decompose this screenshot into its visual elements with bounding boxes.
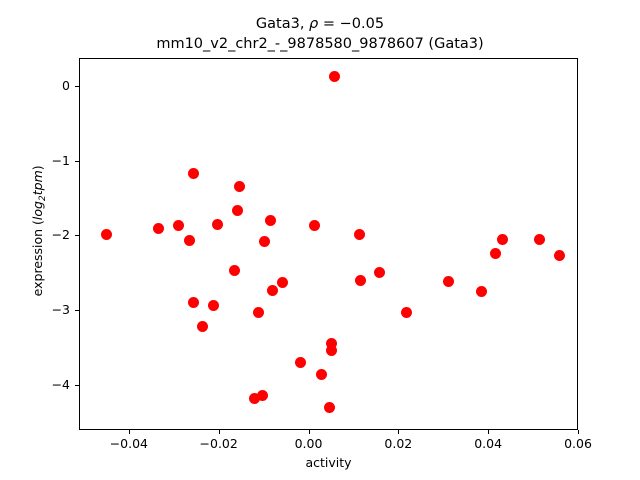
y-axis-label-prefix: expression (: [30, 220, 46, 297]
data-point: [354, 275, 366, 287]
plot-data-area: [80, 59, 577, 429]
data-point: [253, 307, 265, 319]
title-rho-value: = −0.05: [318, 16, 385, 32]
x-tick-mark: [128, 430, 130, 434]
chart-title: Gata3, ρ = −0.05 mm10_v2_chr2_-_9878580_…: [0, 14, 640, 54]
x-tick-label: 0.06: [564, 436, 592, 451]
y-tick-mark: [75, 310, 79, 312]
data-point: [232, 204, 244, 216]
data-point: [329, 71, 341, 83]
x-tick-mark: [398, 430, 400, 434]
data-point: [173, 220, 185, 232]
data-point: [188, 296, 200, 308]
data-point: [353, 228, 365, 240]
data-point: [308, 220, 320, 232]
data-point: [257, 390, 269, 402]
data-point: [316, 369, 328, 381]
data-point: [184, 235, 196, 247]
data-point: [249, 393, 261, 405]
data-point: [267, 284, 279, 296]
data-point: [153, 222, 165, 234]
title-rho-symbol: ρ: [309, 16, 319, 32]
data-point: [264, 215, 276, 227]
data-point: [326, 337, 338, 349]
data-point: [374, 266, 386, 278]
y-tick-label: 0: [62, 77, 70, 93]
data-point: [229, 264, 240, 276]
data-point: [533, 233, 545, 245]
data-point: [553, 250, 565, 262]
x-tick-mark: [578, 430, 580, 434]
data-point: [476, 285, 488, 297]
chart-title-line-2: mm10_v2_chr2_-_9878580_9878607 (Gata3): [156, 36, 484, 52]
data-point: [277, 276, 289, 288]
data-point: [188, 168, 200, 180]
y-tick-mark: [75, 160, 79, 162]
data-point: [100, 228, 112, 240]
y-tick-mark: [75, 85, 79, 87]
x-tick-label: 0.04: [474, 436, 503, 451]
y-tick-label: −2: [51, 227, 70, 243]
y-axis-label: expression (log2tpm): [30, 45, 48, 417]
y-tick-label: −1: [51, 152, 70, 168]
data-point: [401, 307, 413, 319]
y-tick-label: −3: [51, 302, 70, 318]
x-tick-label: −0.02: [199, 436, 238, 451]
title-gene-prefix: Gata3,: [255, 16, 310, 32]
x-tick-mark: [488, 430, 490, 434]
x-axis-label: activity: [305, 455, 352, 470]
y-tick-mark: [75, 235, 79, 237]
x-tick-label: 0.00: [294, 436, 323, 451]
x-tick-mark: [308, 430, 310, 434]
data-point: [197, 320, 209, 332]
y-axis-label-suffix: ): [30, 165, 46, 171]
data-point: [323, 401, 335, 413]
y-tick-label: −4: [51, 377, 70, 393]
data-point: [259, 236, 271, 248]
y-tick-mark: [75, 385, 79, 387]
y-axis-label-log: log: [30, 201, 46, 221]
data-point: [208, 299, 220, 311]
data-point: [326, 344, 338, 356]
x-tick-label: 0.02: [384, 436, 413, 451]
x-tick-label: −0.04: [109, 436, 148, 451]
data-point: [489, 248, 501, 260]
data-point: [496, 233, 508, 245]
x-tick-mark: [218, 430, 220, 434]
data-point: [295, 357, 307, 369]
plot-axes-frame: [79, 58, 578, 430]
y-axis-label-tpm: tpm: [30, 170, 46, 196]
chart-title-line-1: Gata3, ρ = −0.05: [0, 14, 640, 34]
data-point: [442, 275, 454, 287]
y-axis-label-subscript: 2: [37, 195, 48, 201]
data-point: [233, 180, 245, 192]
data-point: [212, 218, 224, 230]
